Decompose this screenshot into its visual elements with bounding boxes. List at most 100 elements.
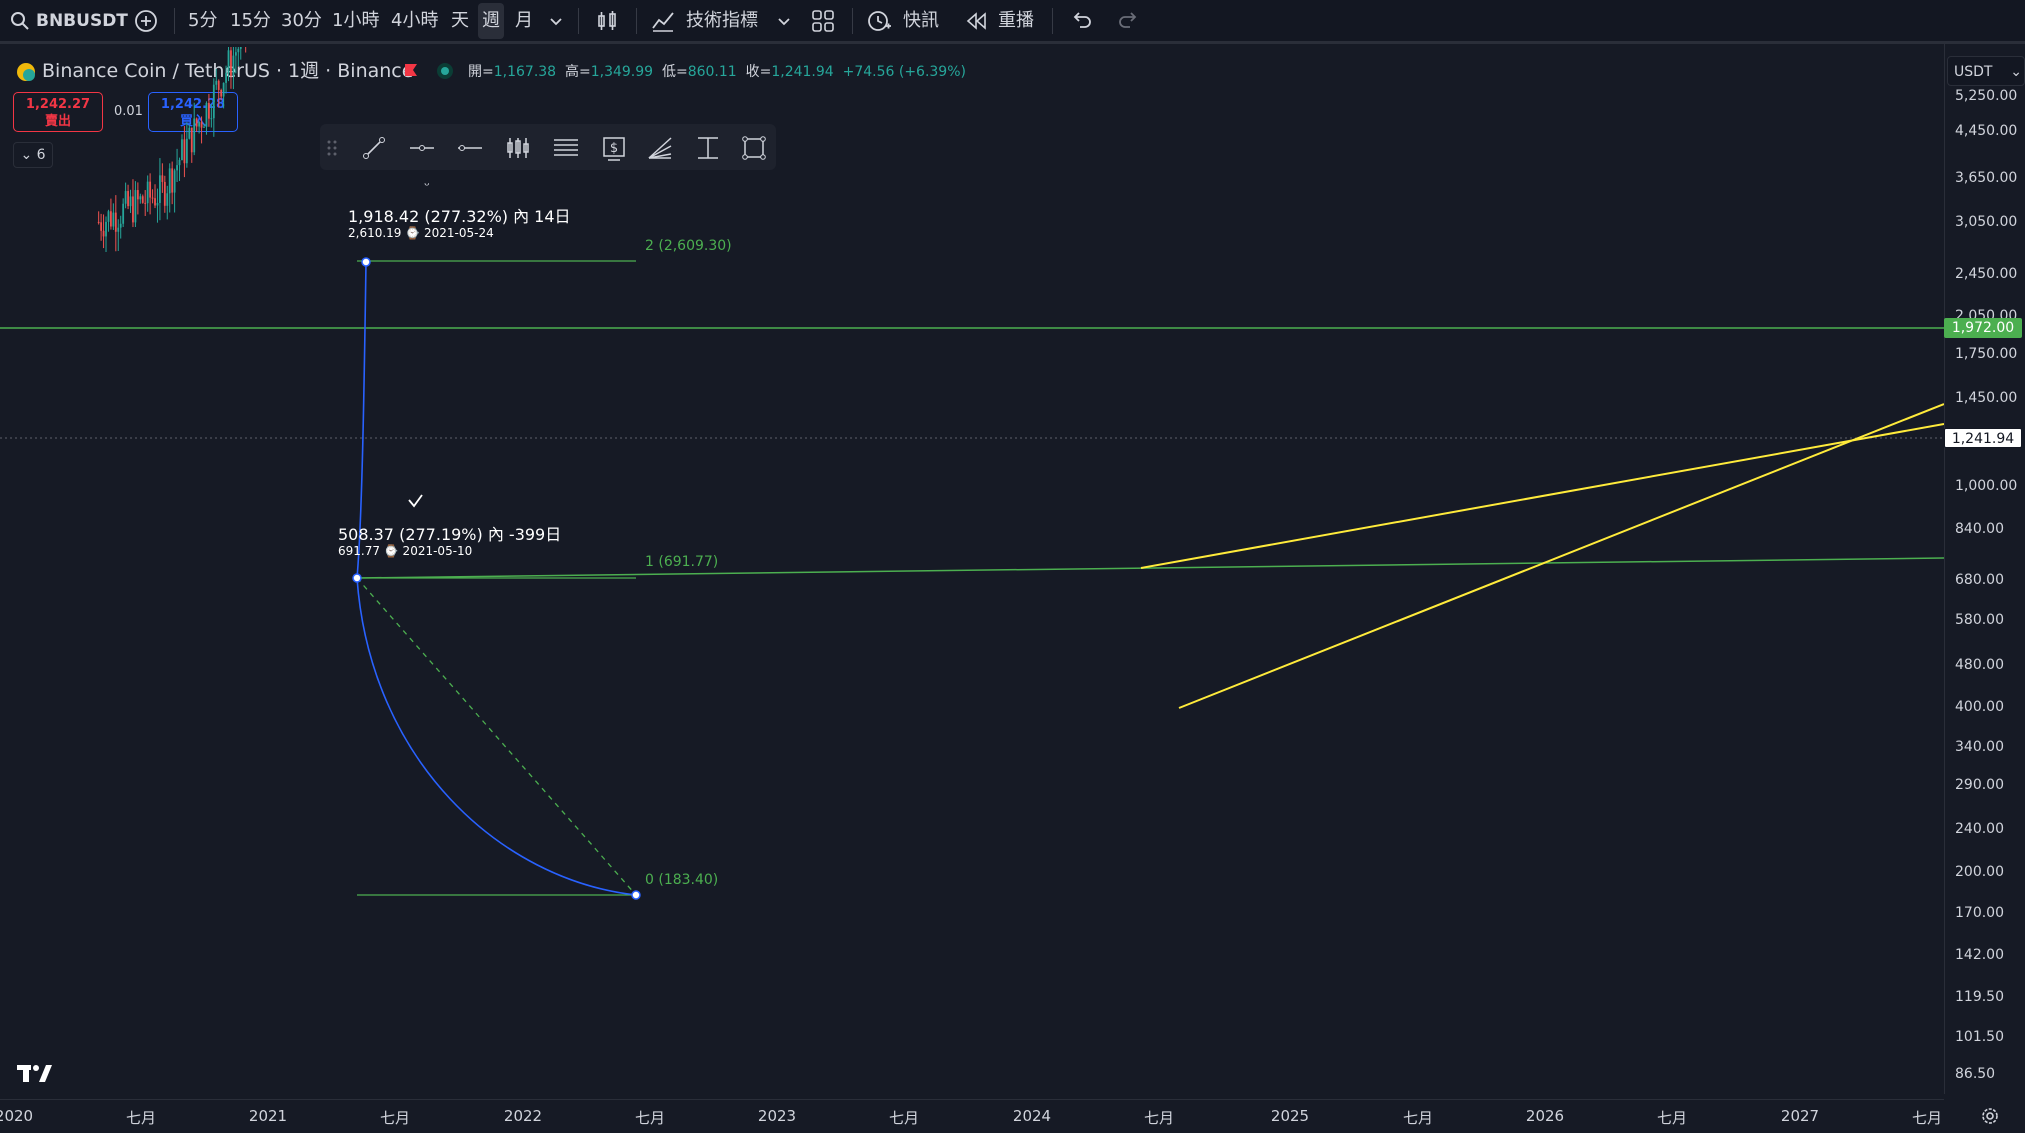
fib-extension-trend[interactable] <box>356 577 637 896</box>
time-tick: 七月 <box>1656 1109 1688 1127</box>
candle-body <box>112 212 115 227</box>
wedge-lower-trendline[interactable] <box>1178 403 1944 709</box>
symbol-search[interactable]: BNBUSDT <box>36 11 128 31</box>
price-tick: 1,450.00 <box>1955 390 2018 406</box>
candle-type-icon[interactable] <box>594 8 620 34</box>
candle-body <box>117 227 120 232</box>
sell-button[interactable]: 1,242.27 賣出 <box>13 92 103 132</box>
interval-1w[interactable]: 週 <box>478 3 504 39</box>
candle-body <box>195 118 198 127</box>
top-toolbar: BNBUSDT 5分 15分 30分 1小時 4小時 天 週 月 技術指標 快訊… <box>0 0 2025 44</box>
price-label-icon[interactable]: $ <box>600 134 628 162</box>
measure-icon[interactable] <box>694 134 722 162</box>
price-axis[interactable]: 5,250.00 4,450.00 3,650.00 3,050.00 2,45… <box>1944 44 2025 1094</box>
redo-icon[interactable] <box>1116 8 1142 34</box>
time-tick: 七月 <box>1911 1109 1943 1127</box>
candle-body <box>217 80 220 90</box>
chevron-down-icon[interactable] <box>547 8 565 34</box>
time-tick: 七月 <box>125 1109 157 1127</box>
fib-level-0-label: 0 (183.40) <box>645 872 719 888</box>
layout-grid-icon[interactable] <box>810 8 836 34</box>
support-trendline[interactable] <box>356 557 1944 579</box>
time-tick: 2024 <box>1012 1107 1052 1125</box>
price-tick: 3,650.00 <box>1955 170 2018 186</box>
candle-body <box>234 52 237 56</box>
interval-1h[interactable]: 1小時 <box>332 10 380 31</box>
interval-15m[interactable]: 15分 <box>230 10 271 31</box>
candle-body <box>163 181 166 206</box>
time-tick: 七月 <box>634 1109 666 1127</box>
candle-body <box>110 211 112 227</box>
candle-body <box>102 230 105 237</box>
candle-body <box>151 197 154 199</box>
horizontal-ray-icon[interactable] <box>408 134 436 162</box>
fib-lines-icon[interactable] <box>552 134 580 162</box>
candle-body <box>134 190 137 223</box>
flag-icon[interactable] <box>402 62 420 80</box>
anchor-point[interactable] <box>361 257 371 267</box>
alert-price-label[interactable]: 1,972.00 <box>1944 318 2022 338</box>
interval-30m[interactable]: 30分 <box>281 10 322 31</box>
rectangle-icon[interactable] <box>740 134 768 162</box>
candle-body <box>212 84 215 119</box>
anchor-point[interactable] <box>352 573 362 583</box>
candle-body <box>141 196 144 203</box>
collapse-handle-icon[interactable]: ᵕ <box>424 178 430 194</box>
wedge-upper-trendline[interactable] <box>1140 423 1944 569</box>
indicators-icon[interactable] <box>650 8 676 34</box>
last-price-label: 1,241.94 <box>1944 428 2022 448</box>
candle-body <box>124 191 127 204</box>
alert-clock-icon[interactable] <box>866 8 892 34</box>
candle-body <box>161 175 164 182</box>
undo-icon[interactable] <box>1068 8 1094 34</box>
price-chart[interactable]: ᵕ <box>0 47 1944 1099</box>
interval-4h[interactable]: 4小時 <box>391 10 439 31</box>
price-tick: 86.50 <box>1955 1066 1996 1082</box>
checkmark-icon <box>408 494 423 508</box>
interval-5m[interactable]: 5分 <box>188 10 218 31</box>
anchor-point[interactable] <box>631 890 641 900</box>
measure-arc-bottom[interactable] <box>356 577 637 896</box>
chevron-down-icon[interactable] <box>775 8 793 34</box>
time-tick: 七月 <box>379 1109 411 1127</box>
candle-body <box>146 181 149 204</box>
replay-icon[interactable] <box>964 8 990 34</box>
replay-button[interactable]: 重播 <box>998 10 1034 31</box>
candle-body <box>144 202 147 204</box>
market-status-icon <box>437 63 453 79</box>
horizontal-line-icon[interactable] <box>456 134 484 162</box>
interval-1M[interactable]: 月 <box>515 10 533 31</box>
candle-body <box>215 80 218 85</box>
trend-line-icon[interactable] <box>360 134 388 162</box>
measure-arc-top[interactable] <box>356 261 367 579</box>
candle-body <box>230 50 232 76</box>
candle-body <box>119 223 122 228</box>
alerts-button[interactable]: 快訊 <box>903 10 939 31</box>
candle-body <box>168 168 171 194</box>
currency-selector[interactable]: USDT ⌄ <box>1947 56 2025 86</box>
interval-1d[interactable]: 天 <box>451 10 469 31</box>
candle-body <box>139 196 142 200</box>
candle-body <box>237 48 240 53</box>
measure-bottom-label: 508.37 (277.19%) 內 -399日 <box>338 525 562 544</box>
candle-body <box>220 89 223 97</box>
candle-body <box>149 181 152 198</box>
search-icon[interactable] <box>10 11 30 31</box>
candle-body <box>181 139 183 161</box>
price-tick: 4,450.00 <box>1955 123 2018 139</box>
time-axis[interactable] <box>0 1099 1944 1133</box>
measure-top-detail: 2,610.19 ⌚ 2021-05-24 <box>348 226 494 240</box>
drag-handle-icon[interactable] <box>326 134 338 162</box>
candle-body <box>185 138 188 164</box>
price-tick: 580.00 <box>1955 612 2004 628</box>
drawing-toolbar: $ <box>320 124 776 170</box>
indicators-button[interactable]: 技術指標 <box>686 10 758 31</box>
fib-fan-icon[interactable] <box>646 134 674 162</box>
candle-body <box>225 72 227 83</box>
candles-icon[interactable] <box>504 134 532 162</box>
indicators-toggle[interactable]: ⌄ 6 <box>13 142 53 168</box>
fib-level-1-label: 1 (691.77) <box>645 554 719 570</box>
settings-gear-icon[interactable] <box>1980 1106 2000 1126</box>
add-symbol-icon[interactable] <box>133 8 159 34</box>
candlestick-series <box>97 47 247 252</box>
